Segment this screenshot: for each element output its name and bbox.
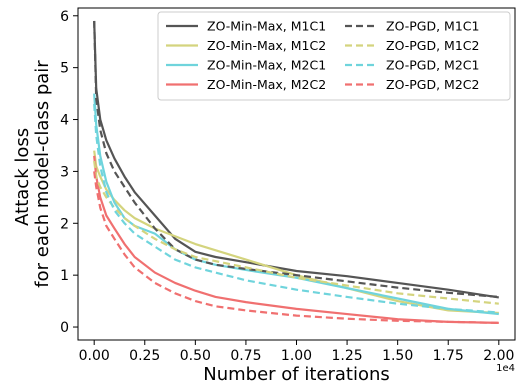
legend-label: ZO-PGD, M1C2: [386, 38, 479, 53]
x-tick-label: 0.75: [230, 348, 261, 364]
x-axis-offset-label: 1e4: [496, 363, 515, 374]
series-line-8: [93, 171, 499, 324]
x-axis-label: Number of iterations: [203, 364, 390, 383]
legend: ZO-Min-Max, M1C1 ZO-Min-Max, M1C2 ZO-Min-M…: [157, 11, 511, 101]
series-layer: [93, 20, 499, 324]
y-tick-label: 4: [60, 113, 69, 129]
y-tick-label: 2: [60, 216, 69, 232]
legend-label: ZO-PGD, M1C1: [386, 19, 479, 34]
legend-label: ZO-PGD, M2C1: [386, 58, 479, 73]
series-line-6: [93, 160, 499, 305]
x-tick-label: 0.25: [129, 348, 160, 364]
legend-label: ZO-PGD, M2C2: [386, 77, 479, 92]
series-line-4: [93, 155, 499, 324]
y-tick-label: 1: [60, 268, 69, 284]
y-axis-label-line-2: for each model-class pair: [32, 60, 53, 288]
series-line-7: [93, 103, 499, 314]
x-tick-label: 1.00: [281, 348, 312, 364]
y-tick-label: 3: [60, 164, 69, 180]
series-line-1: [93, 20, 499, 299]
y-tick-label: 0: [60, 320, 69, 336]
y-tick-label: 6: [60, 9, 69, 25]
x-tick-label: 0.00: [79, 348, 110, 364]
legend-label: ZO-Min-Max, M2C1: [207, 58, 326, 73]
y-tick-label: 5: [60, 61, 69, 77]
series-line-3: [93, 93, 499, 316]
x-axis-ticks: 0.00 0.25 0.50 0.75 1.00 1.25 1.50 1.75 2.00: [79, 340, 514, 364]
legend-label: ZO-Min-Max, M2C2: [207, 77, 326, 92]
y-axis-label: Attack loss for each model-class pair: [12, 60, 53, 288]
series-line-5: [93, 20, 499, 299]
y-axis-ticks: 0 1 2 3 4 5 6: [60, 9, 78, 336]
x-tick-label: 1.75: [433, 348, 464, 364]
x-tick-label: 0.50: [180, 348, 211, 364]
x-tick-label: 2.00: [483, 348, 514, 364]
legend-label: ZO-Min-Max, M1C1: [207, 19, 326, 34]
legend-box: [157, 11, 511, 101]
legend-label: ZO-Min-Max, M1C2: [207, 38, 326, 53]
x-tick-label: 1.25: [331, 348, 362, 364]
x-tick-label: 1.50: [382, 348, 413, 364]
y-axis-label-line-1: Attack loss: [12, 128, 33, 226]
